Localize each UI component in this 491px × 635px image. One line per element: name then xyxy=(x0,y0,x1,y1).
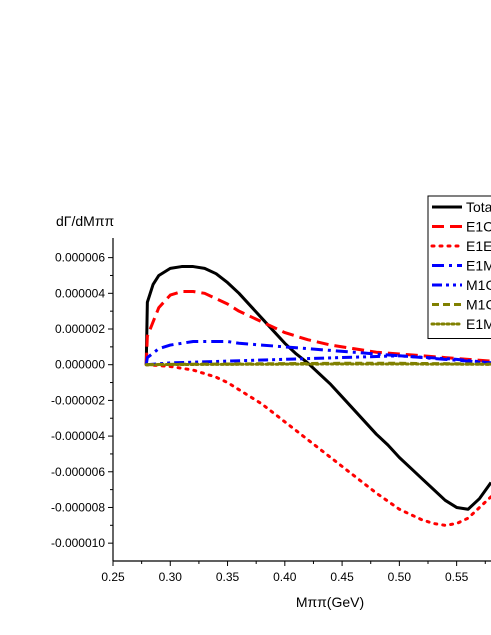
y-tick-label: -0.000006 xyxy=(51,465,105,479)
y-tick-label: 0.000002 xyxy=(55,322,105,336)
legend-label: M1C xyxy=(466,297,491,313)
legend-label: E1C xyxy=(466,219,491,235)
y-tick-label: 0.000006 xyxy=(55,251,105,265)
legend-box xyxy=(427,195,491,339)
axes-layer: 0.000006 0.000004 0.000002 0.000000 -0.00000… xyxy=(51,238,491,584)
y-tick-label: -0.000010 xyxy=(51,536,105,550)
x-tick-label: 0.30 xyxy=(159,570,183,584)
y-axis-label: dΓ/dMππ xyxy=(56,213,114,229)
legend-label: E1M xyxy=(466,258,491,274)
legend-label: E1E xyxy=(466,238,491,254)
x-tick-label: 0.50 xyxy=(388,570,412,584)
series-line-7 xyxy=(144,362,491,367)
y-tick-label: 0.000000 xyxy=(55,358,105,372)
series-line-5 xyxy=(146,354,491,367)
y-tick-label: -0.000002 xyxy=(51,393,105,407)
y-tick-label: -0.000008 xyxy=(51,500,105,514)
legend-label: M1C xyxy=(466,277,491,293)
x-axis-label: Mππ(GeV) xyxy=(296,594,364,610)
x-tick-label: 0.55 xyxy=(445,570,469,584)
x-tick-label: 0.45 xyxy=(330,570,354,584)
series-line-2 xyxy=(144,290,491,365)
legend-label: Tota xyxy=(466,199,491,215)
legend: Tota E1C E1E E1M M1C M1C E1M xyxy=(427,195,491,339)
x-tick-label: 0.25 xyxy=(101,570,125,584)
x-tick-label: 0.35 xyxy=(216,570,240,584)
legend-label: E1M xyxy=(466,316,491,332)
x-tick-label: 0.40 xyxy=(273,570,297,584)
series-layer xyxy=(144,265,491,527)
y-tick-label: 0.000004 xyxy=(55,286,105,300)
y-tick-label: -0.000004 xyxy=(51,429,105,443)
series-line-3 xyxy=(144,363,491,527)
